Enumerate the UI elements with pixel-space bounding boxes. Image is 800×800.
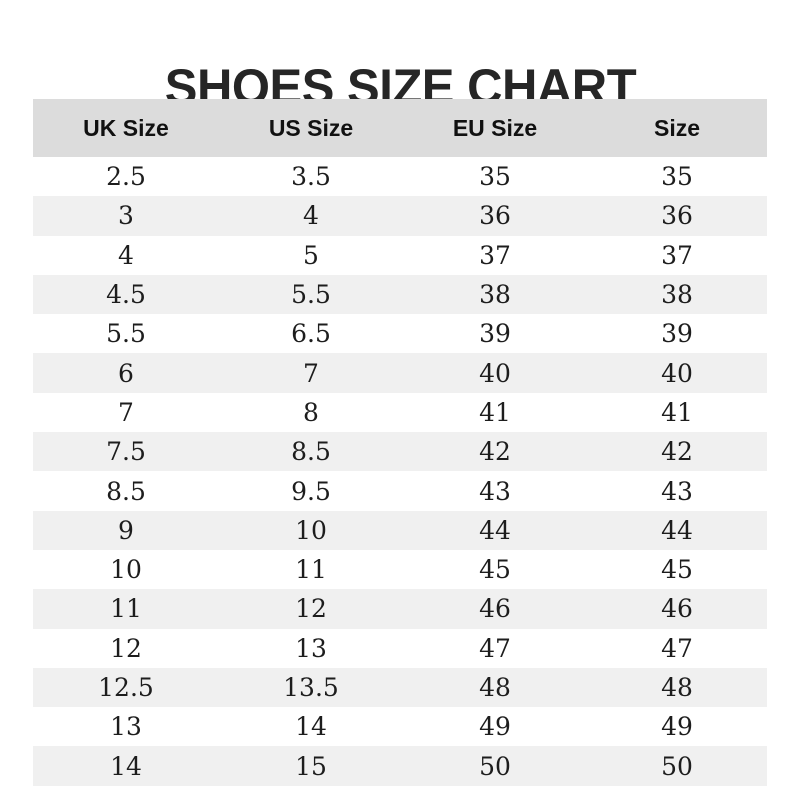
table-row: 6 7 40 40: [33, 353, 767, 393]
cell-eu-size: 35: [403, 157, 587, 197]
cell-size: 38: [587, 274, 767, 315]
cell-eu-size: 40: [403, 353, 587, 393]
cell-uk-size: 10: [33, 549, 219, 590]
cell-us-size: 5: [219, 235, 403, 275]
cell-us-size: 10: [219, 510, 403, 550]
cell-uk-size: 8.5: [33, 471, 219, 511]
column-header-us-size: US Size: [219, 99, 403, 157]
table-row: 14 15 50 50: [33, 746, 767, 786]
table-row: 11 12 46 46: [33, 589, 767, 629]
cell-us-size: 11: [219, 549, 403, 590]
cell-uk-size: 12.5: [33, 667, 219, 708]
cell-size: 39: [587, 314, 767, 354]
cell-us-size: 12: [219, 589, 403, 629]
table-body: 2.5 3.5 35 35 3 4 36 36 4 5 37 37 4.5 5.…: [33, 157, 767, 786]
cell-eu-size: 37: [403, 235, 587, 275]
cell-size: 42: [587, 432, 767, 472]
cell-size: 50: [587, 746, 767, 786]
table-row: 13 14 49 49: [33, 707, 767, 747]
cell-eu-size: 39: [403, 314, 587, 354]
cell-uk-size: 5.5: [33, 314, 219, 354]
cell-eu-size: 41: [403, 392, 587, 433]
cell-us-size: 15: [219, 746, 403, 786]
cell-size: 43: [587, 471, 767, 511]
table-row: 8.5 9.5 43 43: [33, 471, 767, 511]
cell-uk-size: 3: [33, 196, 219, 236]
cell-eu-size: 42: [403, 432, 587, 472]
cell-size: 44: [587, 510, 767, 550]
cell-uk-size: 7.5: [33, 432, 219, 472]
cell-size: 48: [587, 667, 767, 708]
cell-uk-size: 14: [33, 746, 219, 786]
cell-eu-size: 46: [403, 589, 587, 629]
table-row: 7.5 8.5 42 42: [33, 432, 767, 472]
column-header-uk-size: UK Size: [33, 99, 219, 157]
cell-us-size: 6.5: [219, 314, 403, 354]
cell-eu-size: 45: [403, 549, 587, 590]
cell-size: 37: [587, 235, 767, 275]
cell-eu-size: 36: [403, 196, 587, 236]
cell-us-size: 8: [219, 392, 403, 433]
cell-eu-size: 47: [403, 628, 587, 668]
table-row: 4.5 5.5 38 38: [33, 274, 767, 315]
table-header-row: UK Size US Size EU Size Size: [33, 99, 767, 157]
cell-uk-size: 11: [33, 589, 219, 629]
cell-eu-size: 44: [403, 510, 587, 550]
shoes-size-table: UK Size US Size EU Size Size 2.5 3.5 35 …: [33, 99, 767, 786]
cell-uk-size: 6: [33, 353, 219, 393]
table-row: 3 4 36 36: [33, 196, 767, 236]
table-row: 9 10 44 44: [33, 510, 767, 550]
cell-uk-size: 13: [33, 707, 219, 747]
cell-us-size: 13.5: [219, 667, 403, 708]
cell-us-size: 4: [219, 196, 403, 236]
cell-us-size: 3.5: [219, 157, 403, 197]
cell-size: 35: [587, 157, 767, 197]
cell-uk-size: 4: [33, 235, 219, 275]
cell-eu-size: 43: [403, 471, 587, 511]
table-row: 12.5 13.5 48 48: [33, 667, 767, 708]
cell-uk-size: 9: [33, 510, 219, 550]
cell-us-size: 7: [219, 353, 403, 393]
cell-size: 47: [587, 628, 767, 668]
cell-uk-size: 12: [33, 628, 219, 668]
cell-eu-size: 49: [403, 707, 587, 747]
cell-eu-size: 38: [403, 274, 587, 315]
cell-eu-size: 48: [403, 667, 587, 708]
cell-us-size: 14: [219, 707, 403, 747]
cell-us-size: 5.5: [219, 274, 403, 315]
cell-size: 45: [587, 549, 767, 590]
cell-eu-size: 50: [403, 746, 587, 786]
table-row: 5.5 6.5 39 39: [33, 314, 767, 354]
table-row: 7 8 41 41: [33, 392, 767, 433]
column-header-eu-size: EU Size: [403, 99, 587, 157]
table-row: 2.5 3.5 35 35: [33, 157, 767, 197]
cell-size: 40: [587, 353, 767, 393]
cell-us-size: 9.5: [219, 471, 403, 511]
cell-size: 46: [587, 589, 767, 629]
table-row: 12 13 47 47: [33, 628, 767, 668]
cell-us-size: 8.5: [219, 432, 403, 472]
cell-size: 36: [587, 196, 767, 236]
cell-uk-size: 4.5: [33, 274, 219, 315]
column-header-size: Size: [587, 99, 767, 157]
cell-uk-size: 7: [33, 392, 219, 433]
cell-uk-size: 2.5: [33, 157, 219, 197]
cell-size: 49: [587, 707, 767, 747]
table-header: UK Size US Size EU Size Size: [33, 99, 767, 157]
table-row: 4 5 37 37: [33, 235, 767, 275]
cell-size: 41: [587, 392, 767, 433]
cell-us-size: 13: [219, 628, 403, 668]
table-row: 10 11 45 45: [33, 549, 767, 590]
